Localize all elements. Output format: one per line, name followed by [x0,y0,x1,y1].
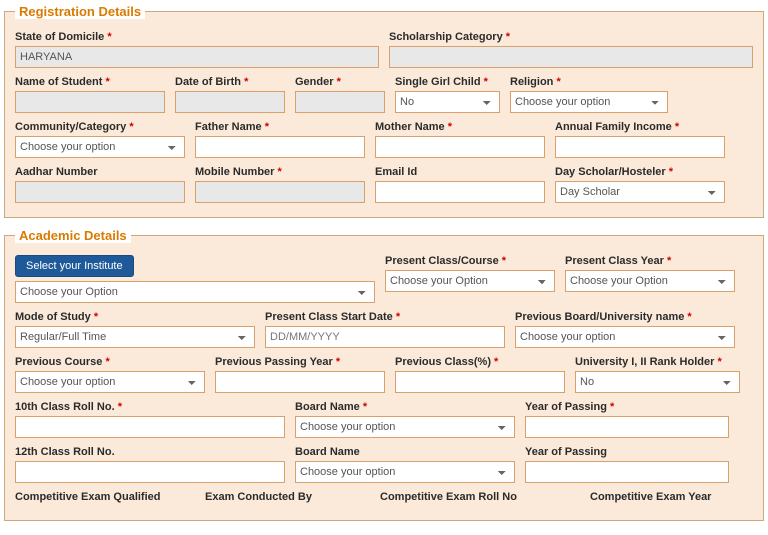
mobile-label: Mobile Number * [195,166,365,178]
scholarship-label: Scholarship Category * [389,31,753,43]
prev-course-label: Previous Course * [15,356,205,368]
board-name2-select[interactable]: Choose your option [295,461,515,483]
prev-course-select[interactable]: Choose your option [15,371,205,393]
dayscholar-select[interactable]: Day Scholar [555,181,725,203]
dob-input[interactable] [175,91,285,113]
comp-roll-label: Competitive Exam Roll No [380,491,580,503]
select-institute-button[interactable]: Select your Institute [15,255,134,277]
board-name2-label: Board Name [295,446,515,458]
dayscholar-label: Day Scholar/Hosteler * [555,166,725,178]
year-passing2-label: Year of Passing [525,446,729,458]
sgc-label: Single Girl Child * [395,76,500,88]
name-input[interactable] [15,91,165,113]
mobile-input[interactable] [195,181,365,203]
prev-board-select[interactable]: Choose your option [515,326,735,348]
registration-legend: Registration Details [15,4,145,19]
comp-year-label: Competitive Exam Year [590,491,753,503]
email-label: Email Id [375,166,545,178]
twelfth-roll-input[interactable] [15,461,285,483]
father-label: Father Name * [195,121,365,133]
present-year-select[interactable]: Choose your Option [565,270,735,292]
start-date-label: Present Class Start Date * [265,311,505,323]
income-input[interactable] [555,136,725,158]
registration-fieldset: Registration Details State of Domicile *… [4,4,764,218]
year-passing-input[interactable] [525,416,729,438]
tenth-roll-input[interactable] [15,416,285,438]
twelfth-roll-label: 12th Class Roll No. [15,446,285,458]
rank-holder-select[interactable]: No [575,371,740,393]
present-year-label: Present Class Year * [565,255,735,267]
aadhar-label: Aadhar Number [15,166,185,178]
dob-label: Date of Birth * [175,76,285,88]
religion-select[interactable]: Choose your option [510,91,668,113]
comp-qualified-label: Competitive Exam Qualified [15,491,195,503]
prev-class-pct-label: Previous Class(%) * [395,356,565,368]
mode-select[interactable]: Regular/Full Time [15,326,255,348]
tenth-roll-label: 10th Class Roll No. * [15,401,285,413]
academic-legend: Academic Details [15,228,131,243]
year-passing-label: Year of Passing * [525,401,729,413]
board-name-select[interactable]: Choose your option [295,416,515,438]
mode-label: Mode of Study * [15,311,255,323]
present-class-select[interactable]: Choose your Option [385,270,555,292]
year-passing2-input[interactable] [525,461,729,483]
rank-holder-label: University I, II Rank Holder * [575,356,740,368]
scholarship-select[interactable] [389,46,753,68]
gender-select[interactable] [295,91,385,113]
academic-fieldset: Academic Details Select your Institute C… [4,228,764,521]
community-select[interactable]: Choose your option [15,136,185,158]
state-select[interactable]: HARYANA [15,46,379,68]
start-date-input[interactable] [265,326,505,348]
sgc-select[interactable]: No [395,91,500,113]
gender-label: Gender * [295,76,385,88]
prev-pass-year-label: Previous Passing Year * [215,356,385,368]
community-label: Community/Category * [15,121,185,133]
exam-conducted-label: Exam Conducted By [205,491,370,503]
email-input[interactable] [375,181,545,203]
present-class-label: Present Class/Course * [385,255,555,267]
state-label: State of Domicile * [15,31,379,43]
mother-input[interactable] [375,136,545,158]
aadhar-input[interactable] [15,181,185,203]
income-label: Annual Family Income * [555,121,725,133]
prev-board-label: Previous Board/University name * [515,311,735,323]
prev-class-pct-input[interactable] [395,371,565,393]
name-label: Name of Student * [15,76,165,88]
father-input[interactable] [195,136,365,158]
board-name-label: Board Name * [295,401,515,413]
institute-select[interactable]: Choose your Option [15,281,375,303]
mother-label: Mother Name * [375,121,545,133]
prev-pass-year-input[interactable] [215,371,385,393]
religion-label: Religion * [510,76,668,88]
